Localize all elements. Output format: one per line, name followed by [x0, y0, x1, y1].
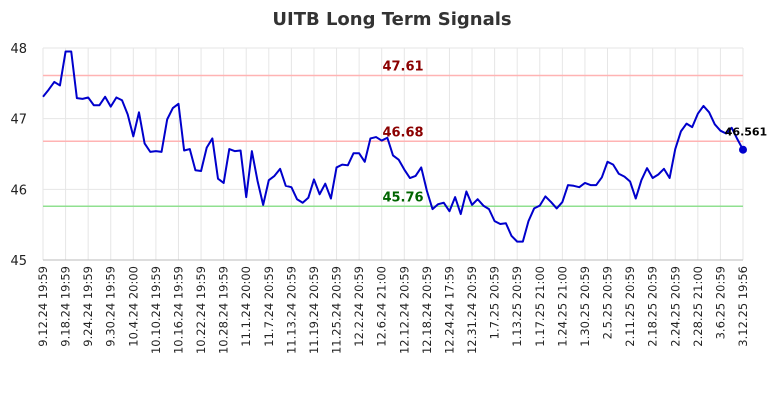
x-tick-label: 9.24.24 19:59 [81, 266, 95, 347]
y-tick-label: 45 [10, 254, 27, 269]
reference-line-label: 47.61 [382, 60, 423, 75]
x-tick-label: 2.18.25 20:59 [646, 266, 660, 347]
x-tick-label: 1.7.25 20:59 [488, 266, 502, 339]
x-tick-label: 11.7.24 20:59 [262, 266, 276, 347]
chart-title: UITB Long Term Signals [272, 9, 511, 30]
x-tick-label: 10.10.24 19:59 [149, 266, 163, 354]
x-tick-label: 3.12.25 19:56 [736, 266, 750, 347]
x-tick-label: 12.2.24 20:59 [352, 266, 366, 347]
x-tick-label: 9.18.24 19:59 [59, 266, 73, 347]
x-tick-label: 2.24.25 20:59 [668, 266, 682, 347]
last-point-marker [739, 145, 747, 154]
x-tick-label: 12.6.24 21:00 [375, 266, 389, 347]
reference-lines [43, 74, 743, 208]
x-tick-label: 11.25.24 20:59 [330, 266, 344, 354]
x-tick-label: 10.22.24 19:59 [194, 266, 208, 354]
x-tick-label: 12.12.24 20:59 [397, 266, 411, 354]
y-tick-label: 48 [10, 42, 27, 57]
x-tick-label: 9.12.24 19:59 [36, 266, 50, 347]
x-tick-label: 1.13.25 20:59 [510, 266, 524, 347]
x-tick-label: 11.19.24 20:59 [307, 266, 321, 354]
y-tick-label: 46 [10, 183, 27, 198]
x-tick-label: 10.4.24 20:00 [126, 266, 140, 347]
x-tick-label: 1.30.25 20:59 [578, 266, 592, 347]
reference-line-label: 46.68 [382, 125, 423, 140]
x-tick-label: 2.11.25 20:59 [623, 266, 637, 347]
x-tick-label: 2.28.25 21:00 [691, 266, 705, 347]
x-tick-label: 9.30.24 19:59 [104, 266, 118, 347]
x-tick-label: 11.13.24 20:59 [284, 266, 298, 354]
y-tick-label: 47 [10, 113, 27, 128]
x-tick-label: 10.28.24 19:59 [217, 266, 231, 354]
x-tick-label: 12.18.24 20:59 [420, 266, 434, 354]
grid [42, 47, 744, 261]
x-tick-label: 1.24.25 21:00 [555, 266, 569, 347]
x-tick-label: 12.24.24 17:59 [442, 266, 456, 354]
axes: 45 46 47 48 9.12.24 19:59 9.18.24 19:59 9.24.2… [10, 42, 750, 354]
last-point-label: 46.561 [725, 126, 767, 139]
series-layer [42, 50, 747, 243]
labels: 47.61 46.68 45.76 46.561 [382, 60, 767, 206]
x-tick-label: 10.16.24 19:59 [171, 266, 185, 354]
x-tick-label: 1.17.25 21:00 [533, 266, 547, 347]
x-tick-label: 3.6.25 20:59 [713, 266, 727, 339]
x-tick-label: 12.31.24 20:59 [465, 266, 479, 354]
x-tick-label: 11.1.24 20:00 [239, 266, 253, 347]
reference-line-label: 45.76 [382, 190, 423, 205]
x-tick-label: 2.5.25 20:59 [601, 266, 615, 339]
series-line [42, 50, 744, 243]
